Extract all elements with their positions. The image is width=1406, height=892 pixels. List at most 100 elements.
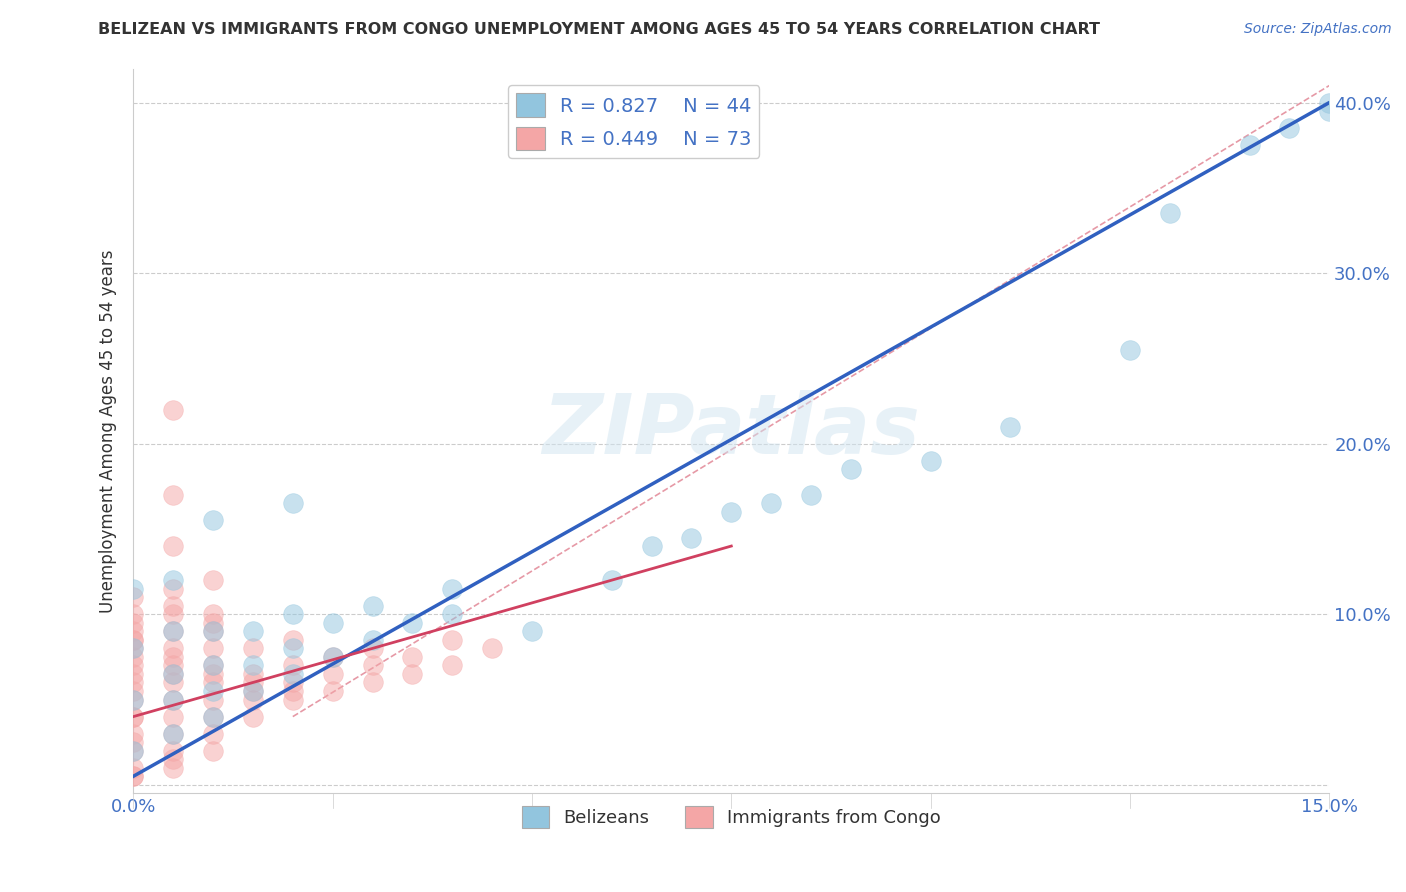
Point [122, 632, 145, 647]
Point [202, 513, 225, 527]
Point [800, 488, 823, 502]
Point [281, 496, 304, 510]
Point [361, 641, 384, 656]
Point [122, 709, 145, 723]
Point [1317, 104, 1340, 119]
Point [322, 649, 344, 664]
Point [162, 726, 184, 740]
Point [162, 488, 184, 502]
Point [202, 658, 225, 673]
Point [162, 744, 184, 758]
Point [122, 761, 145, 775]
Point [242, 684, 264, 698]
Point [681, 531, 703, 545]
Point [162, 709, 184, 723]
Point [1159, 206, 1181, 220]
Point [322, 649, 344, 664]
Point [441, 607, 464, 622]
Point [759, 496, 782, 510]
Point [839, 462, 862, 476]
Point [162, 692, 184, 706]
Point [281, 692, 304, 706]
Point [162, 667, 184, 681]
Point [122, 769, 145, 783]
Point [162, 573, 184, 587]
Legend: Belizeans, Immigrants from Congo: Belizeans, Immigrants from Congo [515, 798, 948, 835]
Point [920, 454, 942, 468]
Point [122, 744, 145, 758]
Point [202, 675, 225, 690]
Point [122, 692, 145, 706]
Point [242, 658, 264, 673]
Point [122, 735, 145, 749]
Point [1119, 343, 1142, 357]
Point [162, 675, 184, 690]
Point [520, 624, 543, 639]
Point [202, 709, 225, 723]
Point [281, 632, 304, 647]
Point [162, 624, 184, 639]
Point [242, 641, 264, 656]
Point [720, 505, 742, 519]
Point [162, 726, 184, 740]
Text: Source: ZipAtlas.com: Source: ZipAtlas.com [1244, 22, 1392, 37]
Point [162, 582, 184, 596]
Point [242, 667, 264, 681]
Point [600, 573, 623, 587]
Point [361, 675, 384, 690]
Point [242, 684, 264, 698]
Point [162, 761, 184, 775]
Point [162, 752, 184, 766]
Point [322, 684, 344, 698]
Point [242, 709, 264, 723]
Point [122, 709, 145, 723]
Point [202, 684, 225, 698]
Point [401, 667, 423, 681]
Point [162, 658, 184, 673]
Point [162, 624, 184, 639]
Point [361, 658, 384, 673]
Point [122, 591, 145, 605]
Text: ZIPatlas: ZIPatlas [543, 391, 921, 472]
Point [202, 692, 225, 706]
Point [162, 649, 184, 664]
Point [162, 539, 184, 553]
Point [122, 615, 145, 630]
Point [122, 744, 145, 758]
Y-axis label: Unemployment Among Ages 45 to 54 years: Unemployment Among Ages 45 to 54 years [100, 249, 117, 613]
Point [162, 641, 184, 656]
Point [162, 692, 184, 706]
Point [361, 599, 384, 613]
Point [162, 402, 184, 417]
Point [202, 641, 225, 656]
Point [122, 667, 145, 681]
Point [162, 607, 184, 622]
Point [1278, 121, 1301, 136]
Point [441, 582, 464, 596]
Point [122, 726, 145, 740]
Point [202, 615, 225, 630]
Point [122, 624, 145, 639]
Point [122, 684, 145, 698]
Point [202, 624, 225, 639]
Point [202, 709, 225, 723]
Point [202, 573, 225, 587]
Point [202, 726, 225, 740]
Point [1000, 419, 1022, 434]
Point [281, 607, 304, 622]
Point [481, 641, 503, 656]
Point [242, 692, 264, 706]
Point [242, 624, 264, 639]
Point [281, 667, 304, 681]
Point [281, 658, 304, 673]
Point [122, 692, 145, 706]
Point [122, 607, 145, 622]
Point [281, 641, 304, 656]
Point [122, 641, 145, 656]
Point [202, 607, 225, 622]
Point [122, 632, 145, 647]
Point [122, 641, 145, 656]
Point [162, 599, 184, 613]
Text: BELIZEAN VS IMMIGRANTS FROM CONGO UNEMPLOYMENT AMONG AGES 45 TO 54 YEARS CORRELA: BELIZEAN VS IMMIGRANTS FROM CONGO UNEMPL… [98, 22, 1101, 37]
Point [122, 675, 145, 690]
